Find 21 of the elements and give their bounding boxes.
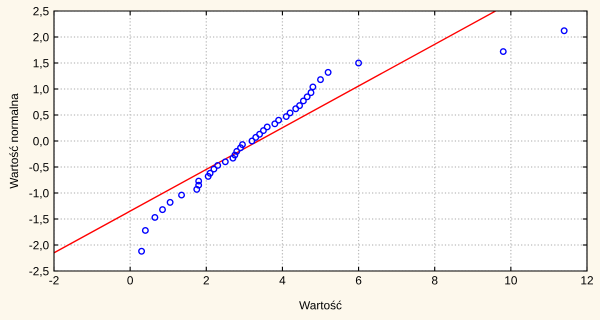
y-tick-label: -1,0: [29, 189, 49, 199]
y-tick-label: 0,5: [33, 111, 49, 121]
x-tick-label: 4: [279, 276, 286, 284]
y-tick-label: 2,5: [33, 7, 49, 17]
x-tick-label: 12: [581, 276, 593, 284]
x-tick-label: -2: [49, 276, 59, 284]
y-tick-label: 2,0: [33, 33, 49, 43]
y-axis-title: Wartość normalna: [9, 93, 18, 189]
y-tick-label: 0,0: [33, 137, 49, 147]
x-axis-title: Wartość: [299, 300, 342, 310]
x-tick-label: 2: [204, 276, 209, 284]
y-tick-label: -1,5: [29, 215, 49, 225]
y-tick-label: -2,0: [29, 241, 49, 251]
y-tick-label: 1,5: [34, 59, 49, 69]
x-tick-label: 10: [505, 276, 517, 285]
x-tick-label: 0: [127, 276, 133, 285]
y-tick-label: 1,0: [34, 85, 49, 95]
x-tick-label: 6: [356, 276, 362, 285]
y-tick-label: -2,5: [29, 267, 49, 277]
y-tick-label: -0,5: [29, 163, 49, 173]
x-tick-label: 8: [432, 276, 438, 285]
